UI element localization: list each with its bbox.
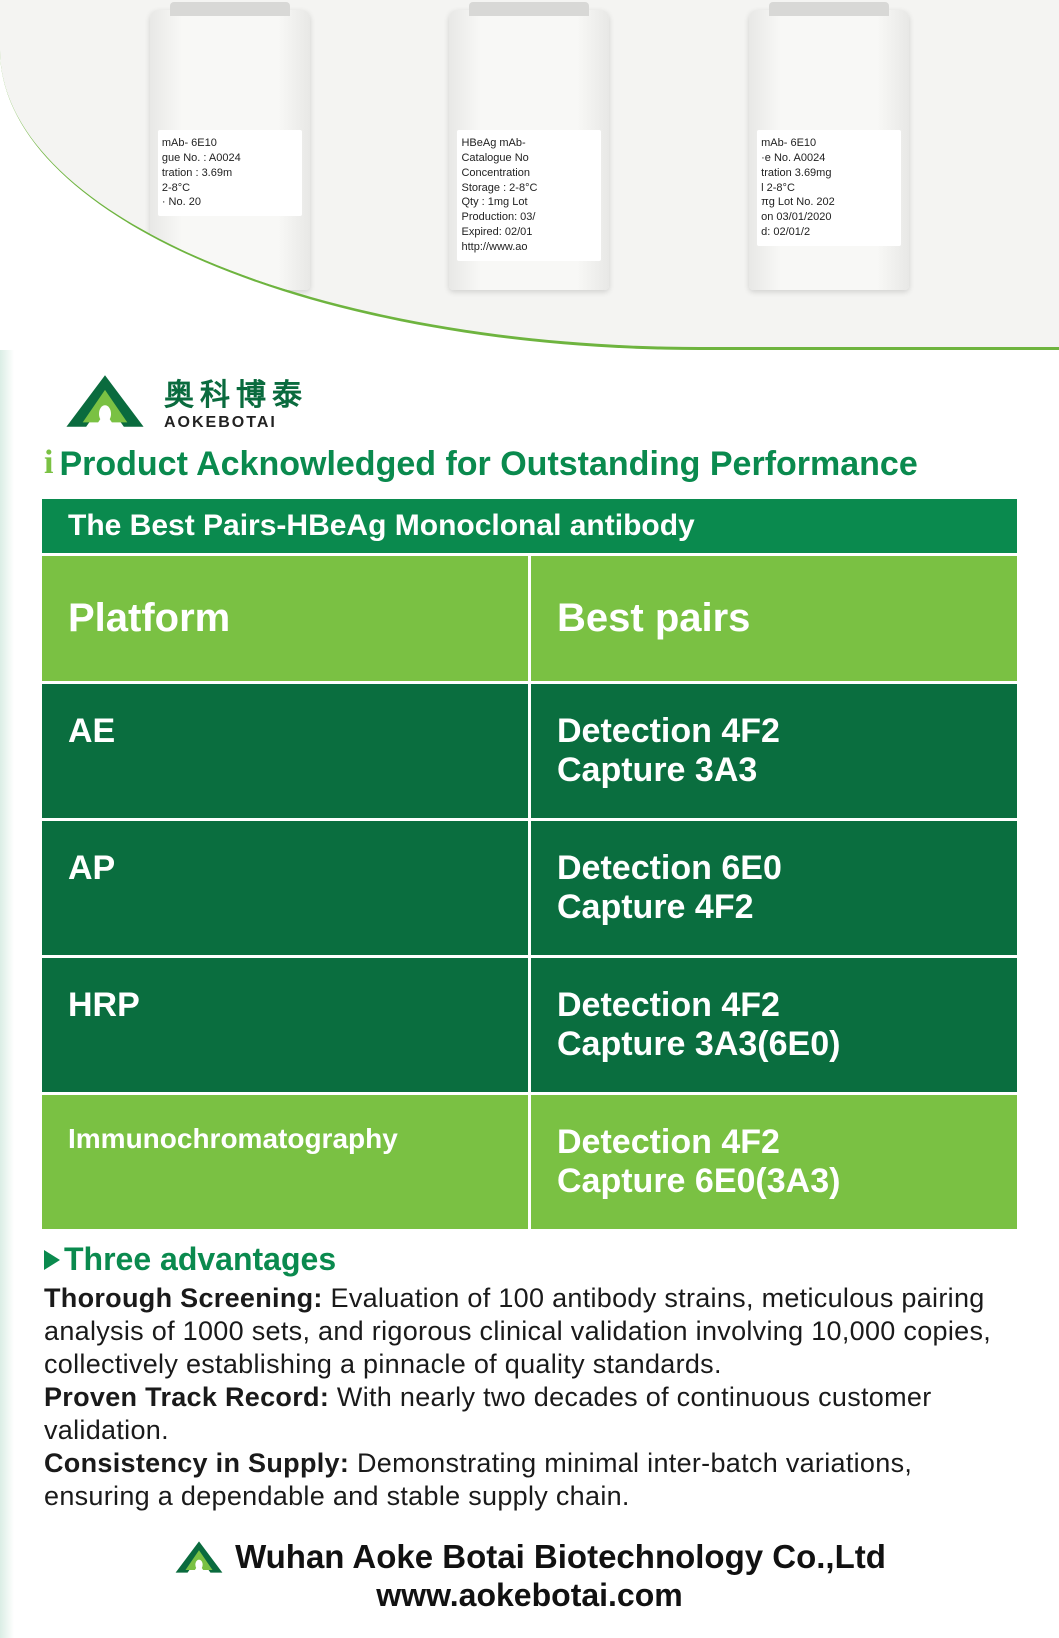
vial: mAb- 6E10 ·e No. A0024 tration 3.69mg l … <box>749 10 909 290</box>
company-url: www.aokebotai.com <box>0 1577 1059 1614</box>
logo-block: 奥科博泰 AOKEBOTAI <box>0 350 1059 440</box>
advantages-body: Thorough Screening: Evaluation of 100 an… <box>44 1278 1019 1513</box>
pairs-table: The Best Pairs-HBeAg Monoclonal antibody… <box>40 497 1019 1231</box>
advantages-title: Three advantages <box>64 1241 336 1278</box>
table-header-row: Platform Best pairs <box>42 553 1017 681</box>
bullet-i-icon: i <box>44 446 53 480</box>
pairs-line: Detection 4F2 <box>557 712 991 751</box>
vial-text: Concentration <box>461 166 597 181</box>
pairs-cell: Detection 6E0 Capture 4F2 <box>528 818 1017 955</box>
logo-icon <box>173 1537 225 1577</box>
vial-text: Qty : 1mg Lot <box>461 195 597 210</box>
vial-group: mAb- 6E10 gue No. : A0024 tration : 3.69… <box>0 0 1059 347</box>
headline: Product Acknowledged for Outstanding Per… <box>59 446 917 483</box>
triangle-icon <box>44 1250 60 1270</box>
pairs-line: Capture 3A3(6E0) <box>557 1025 991 1064</box>
vial-text: · No. 20 <box>162 195 298 210</box>
vial-text: tration 3.69mg <box>761 166 897 181</box>
advantage-item: Consistency in Supply: Demonstrating min… <box>44 1447 1019 1513</box>
pairs-cell: Detection 4F2 Capture 6E0(3A3) <box>528 1092 1017 1229</box>
vial-text: Catalogue No <box>461 151 597 166</box>
vial-label: mAb- 6E10 ·e No. A0024 tration 3.69mg l … <box>757 130 901 246</box>
pairs-line: Capture 3A3 <box>557 751 991 790</box>
vial-text: tration : 3.69m <box>162 166 298 181</box>
vial-text: gue No. : A0024 <box>162 151 298 166</box>
table-row: HRP Detection 4F2 Capture 3A3(6E0) <box>42 955 1017 1092</box>
vial: HBeAg mAb- Catalogue No Concentration St… <box>449 10 609 290</box>
pairs-line: Detection 4F2 <box>557 1123 991 1162</box>
hero-banner: mAb- 6E10 gue No. : A0024 tration : 3.69… <box>0 0 1059 350</box>
vial-text: ·e No. A0024 <box>761 151 897 166</box>
advantage-label: Proven Track Record: <box>44 1382 329 1412</box>
advantage-item: Proven Track Record: With nearly two dec… <box>44 1381 1019 1447</box>
vial-text: on 03/01/2020 <box>761 210 897 225</box>
vial-text: 2-8°C <box>162 181 298 196</box>
vial-text: mAb- 6E10 <box>761 136 897 151</box>
logo-chinese: 奥科博泰 <box>164 370 308 414</box>
platform-cell: AE <box>42 681 528 818</box>
platform-cell: Immunochromatography <box>42 1092 528 1229</box>
vial-text: Production: 03/ <box>461 210 597 225</box>
advantage-label: Thorough Screening: <box>44 1283 323 1313</box>
pairs-line: Capture 4F2 <box>557 888 991 927</box>
table-header-cell: Best pairs <box>528 553 1017 681</box>
footer: Wuhan Aoke Botai Biotechnology Co.,Ltd w… <box>0 1537 1059 1614</box>
vial-text: d: 02/01/2 <box>761 225 897 240</box>
vial-text: Storage : 2-8°C <box>461 181 597 196</box>
table-row: AP Detection 6E0 Capture 4F2 <box>42 818 1017 955</box>
headline-row: i Product Acknowledged for Outstanding P… <box>0 440 1059 493</box>
logo-icon <box>60 371 150 431</box>
pairs-line: Detection 4F2 <box>557 986 991 1025</box>
platform-cell: HRP <box>42 955 528 1092</box>
vial-text: mAb- 6E10 <box>162 136 298 151</box>
advantages-block: Three advantages Thorough Screening: Eva… <box>0 1231 1059 1513</box>
pairs-line: Detection 6E0 <box>557 849 991 888</box>
vial-text: Expired: 02/01 <box>461 225 597 240</box>
vial-text: HBeAg mAb- <box>461 136 597 151</box>
table-title: The Best Pairs-HBeAg Monoclonal antibody <box>42 499 1017 553</box>
pairs-cell: Detection 4F2 Capture 3A3 <box>528 681 1017 818</box>
vial: mAb- 6E10 gue No. : A0024 tration : 3.69… <box>150 10 310 290</box>
table-row: AE Detection 4F2 Capture 3A3 <box>42 681 1017 818</box>
logo-english: AOKEBOTAI <box>164 414 308 432</box>
vial-label: mAb- 6E10 gue No. : A0024 tration : 3.69… <box>158 130 302 216</box>
pairs-cell: Detection 4F2 Capture 3A3(6E0) <box>528 955 1017 1092</box>
vial-text: πg Lot No. 202 <box>761 195 897 210</box>
decorative-stripe <box>0 350 14 1638</box>
vial-text: http://www.ao <box>461 240 597 255</box>
company-name: Wuhan Aoke Botai Biotechnology Co.,Ltd <box>235 1538 886 1576</box>
vial-text: l 2-8°C <box>761 181 897 196</box>
vial-label: HBeAg mAb- Catalogue No Concentration St… <box>457 130 601 261</box>
table-header-cell: Platform <box>42 553 528 681</box>
advantage-item: Thorough Screening: Evaluation of 100 an… <box>44 1282 1019 1381</box>
table-row: Immunochromatography Detection 4F2 Captu… <box>42 1092 1017 1229</box>
platform-cell: AP <box>42 818 528 955</box>
pairs-line: Capture 6E0(3A3) <box>557 1162 991 1201</box>
advantage-label: Consistency in Supply: <box>44 1448 349 1478</box>
